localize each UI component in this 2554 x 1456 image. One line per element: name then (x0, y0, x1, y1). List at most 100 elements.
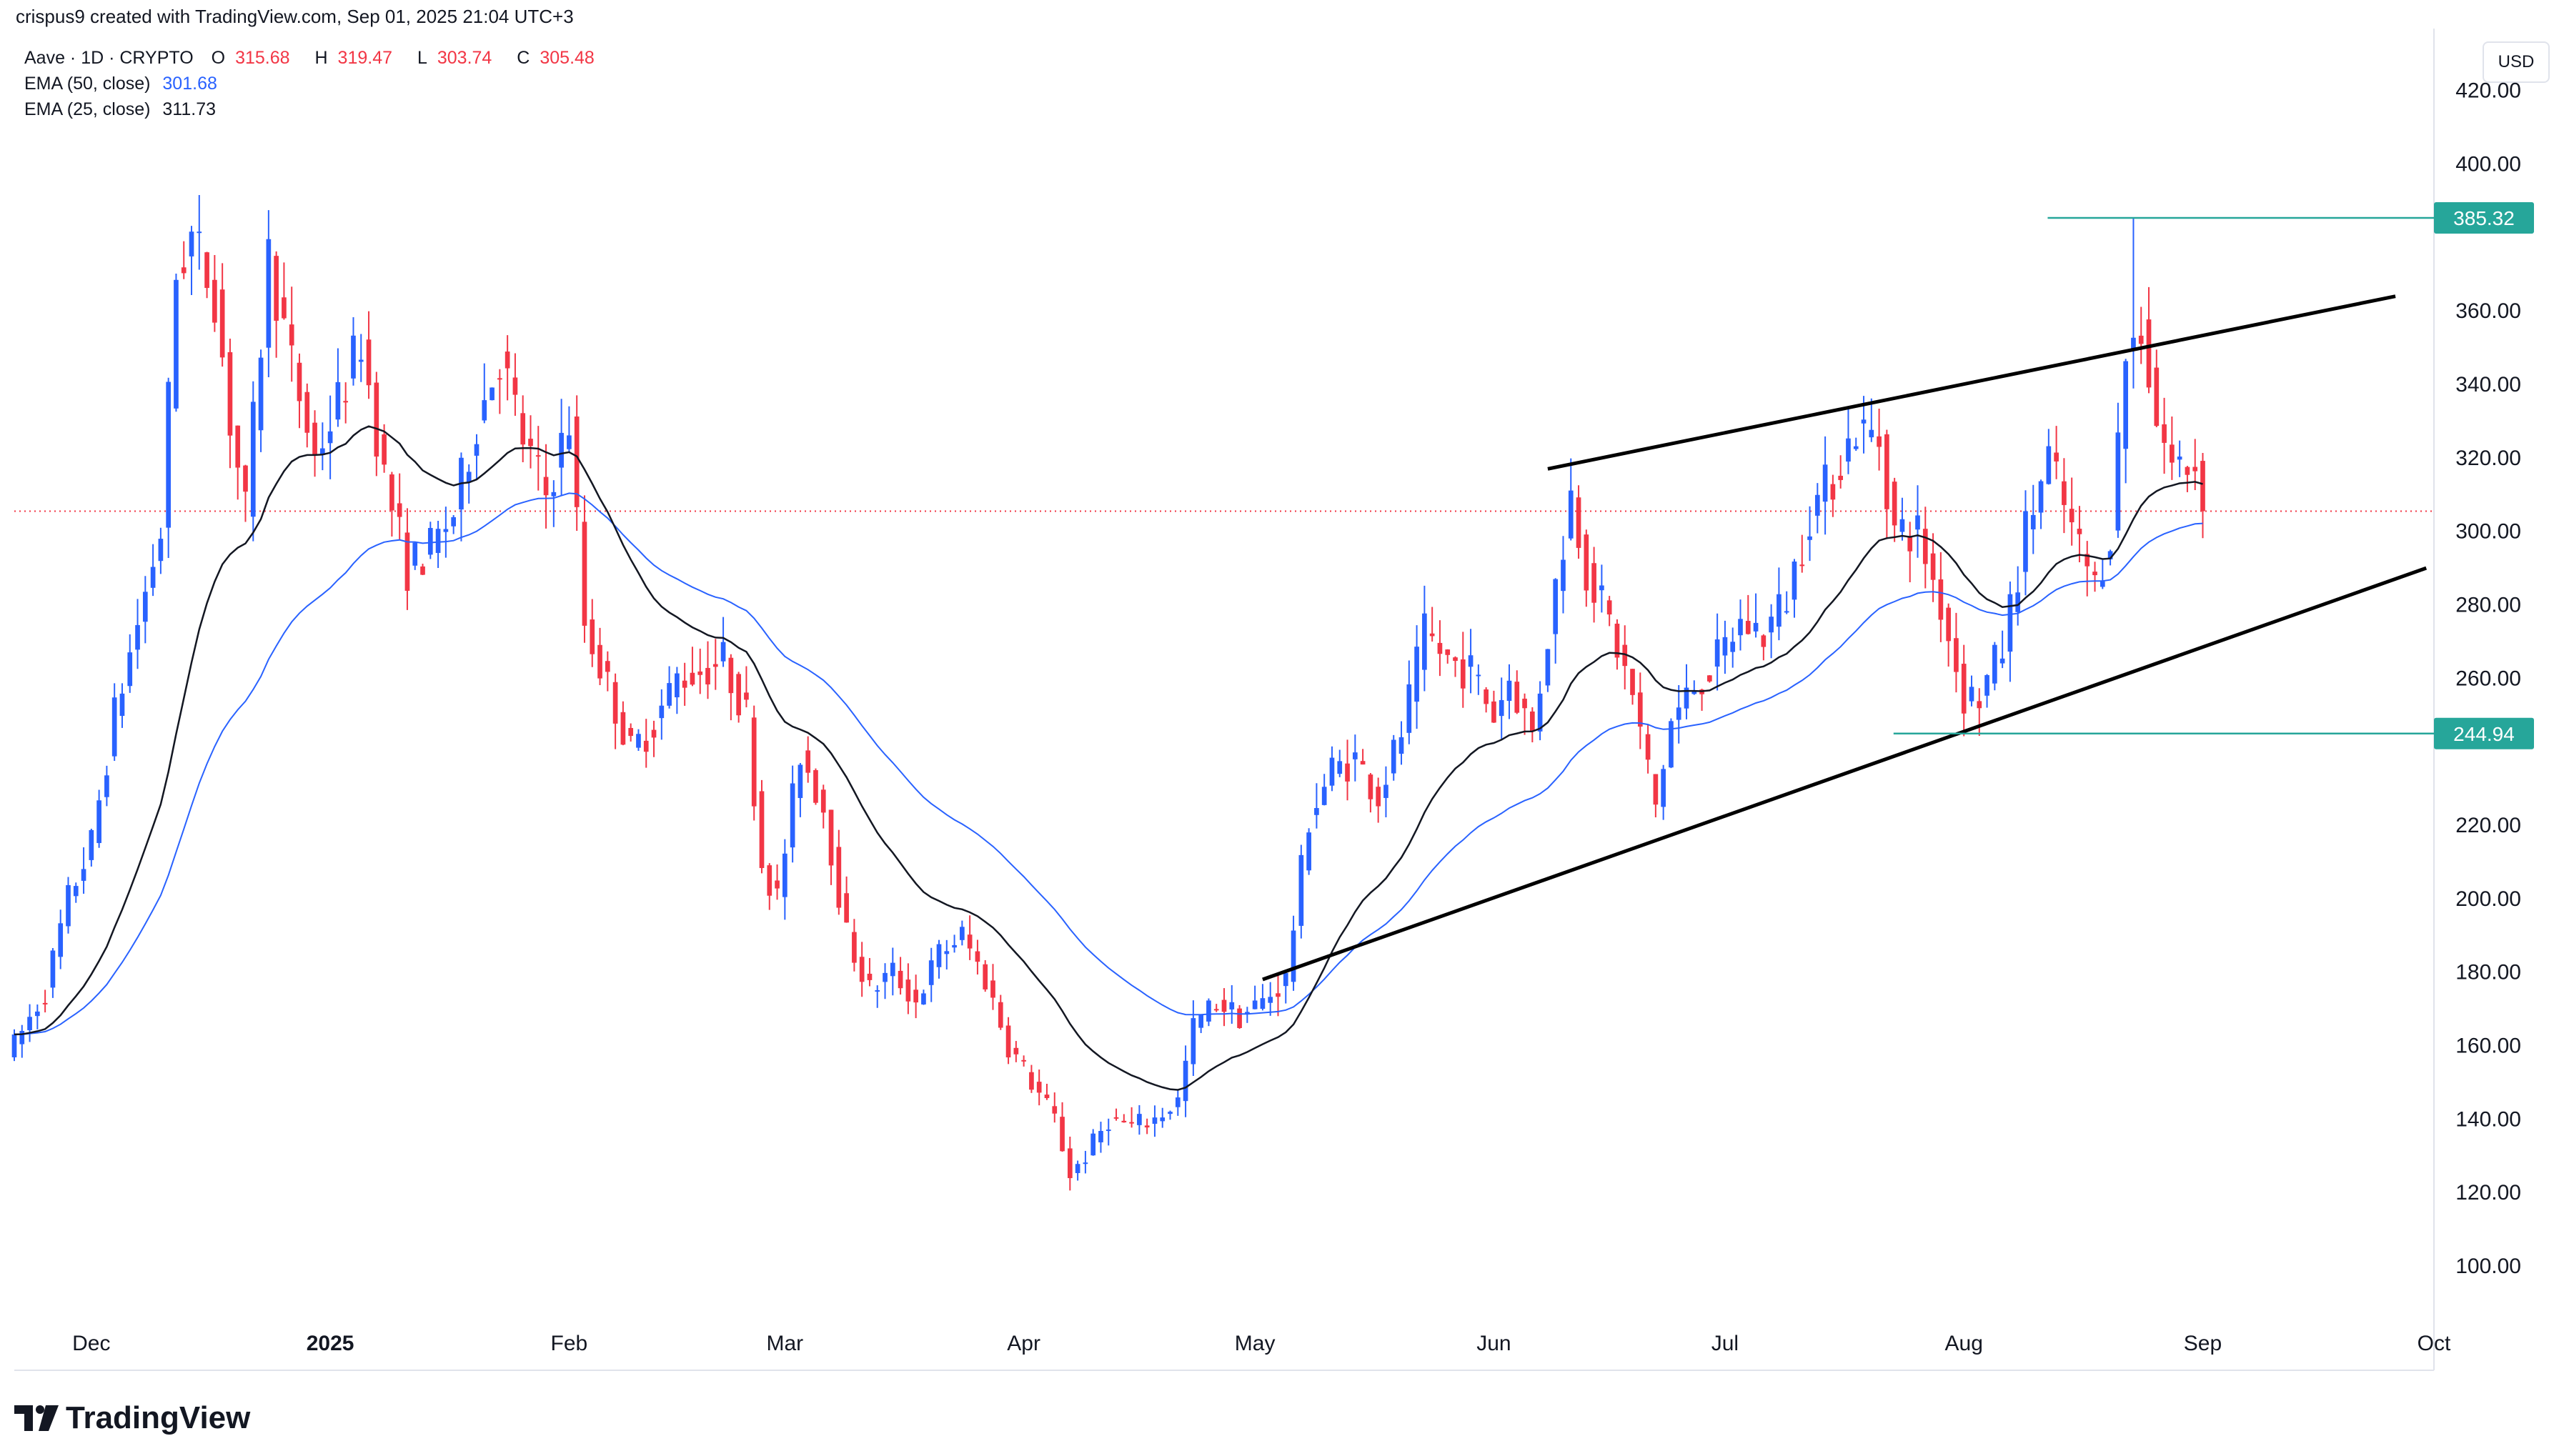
candle-body (404, 532, 410, 591)
candle-body (335, 382, 341, 420)
candle-body (2062, 481, 2067, 505)
candle-body (2085, 554, 2090, 567)
level-badge (2434, 717, 2534, 749)
candle-body (2115, 432, 2121, 531)
candle-body (1291, 930, 1296, 982)
y-tick-label: 180.00 (2455, 961, 2521, 984)
time-axis-labels[interactable]: Dec 2025 Feb Mar Apr May Jun Jul Aug Sep Oct (72, 1332, 2451, 1355)
candle-body (1938, 579, 1944, 620)
candle-body (189, 231, 194, 256)
candle-body (1999, 658, 2005, 664)
attribution-text: crispus9 created with TradingView.com, S… (16, 6, 574, 27)
candle-body (690, 672, 695, 685)
candle-body (1807, 536, 1812, 540)
candle-body (659, 705, 665, 719)
candle-body (1977, 701, 1982, 709)
candle-body (1606, 600, 1612, 615)
candle-body (2146, 319, 2152, 388)
candle-body (96, 800, 101, 844)
price-chart[interactable]: 385.32 244.94 100.00 120.00 140.00 160.00 180… (0, 0, 2554, 1372)
candle-body (1414, 647, 1419, 702)
candle-body (11, 1034, 17, 1057)
ohlc-high-label: H (314, 48, 328, 68)
candle-body (2054, 452, 2059, 462)
candle-body (767, 865, 772, 896)
candle-body (1784, 611, 1789, 613)
candles-layer (11, 194, 2205, 1191)
candle-body (435, 529, 441, 553)
candle-body (1584, 534, 1589, 591)
candle-body (852, 932, 857, 963)
currency-button[interactable]: USD (2483, 41, 2550, 83)
candle-body (289, 324, 294, 346)
candle-body (1537, 693, 1543, 732)
candle-body (1105, 1130, 1111, 1132)
candle-body (1090, 1133, 1096, 1156)
candle-body (744, 692, 749, 700)
candle-body (1954, 638, 1959, 672)
trendline-layer[interactable] (1262, 294, 2428, 982)
candle-body (351, 335, 356, 379)
candle-body (474, 444, 480, 456)
brand-name: TradingView (66, 1400, 251, 1435)
candle-body (759, 791, 765, 869)
candle-body (1691, 691, 1697, 694)
candle-body (1738, 619, 1743, 636)
candle-body (1814, 494, 1820, 516)
candle-body (1137, 1114, 1142, 1125)
candle-body (1005, 1025, 1011, 1058)
ema25-label: EMA (25, close) (24, 99, 151, 119)
x-tick-label: Feb (551, 1332, 588, 1355)
candle-body (111, 697, 117, 757)
ohlc-open-value: 315.68 (235, 48, 290, 68)
lower-trendline (1262, 566, 2428, 982)
candle-body (1276, 993, 1281, 997)
candle-body (1067, 1148, 1073, 1179)
candle-body (27, 1017, 32, 1031)
candle-body (1260, 998, 1266, 1009)
candle-body (1321, 787, 1327, 805)
candle-body (1506, 680, 1512, 702)
candle-body (1298, 854, 1304, 926)
candle-body (1168, 1112, 1173, 1115)
candle-body (1221, 999, 1227, 1012)
x-tick-label: Sep (2184, 1332, 2222, 1355)
candle-body (1013, 1047, 1019, 1054)
candle-body (135, 624, 140, 650)
candle-body (512, 377, 518, 395)
candle-body (1869, 429, 1874, 438)
candle-body (1922, 529, 1928, 564)
x-tick-label: 2025 (307, 1332, 354, 1355)
candle-body (1144, 1125, 1150, 1128)
levels-layer: 385.32 244.94 (1893, 202, 2534, 749)
candle-body (905, 979, 911, 1002)
price-axis-labels[interactable]: 100.00 120.00 140.00 160.00 180.00 200.00 220.… (2455, 79, 2521, 1278)
candle-body (651, 729, 657, 738)
candle-body (805, 750, 811, 773)
candle-body (374, 382, 379, 457)
candle-body (590, 619, 595, 654)
ema25-legend[interactable]: EMA (25, close) 311.73 (24, 97, 216, 121)
candle-body (2069, 509, 2074, 523)
candle-body (844, 893, 849, 923)
tradingview-brand[interactable]: TradingView (14, 1400, 250, 1436)
candle-body (1198, 1014, 1203, 1028)
candle-body (813, 769, 818, 803)
candle-body (1669, 721, 1674, 768)
y-tick-label: 140.00 (2455, 1107, 2521, 1131)
candle-body (1314, 808, 1319, 815)
candle-body (1614, 623, 1620, 658)
candle-body (142, 592, 148, 622)
candle-body (1360, 761, 1366, 765)
x-tick-label: Jun (1476, 1332, 1511, 1355)
candle-body (1398, 737, 1404, 754)
symbol-name[interactable]: Aave · 1D · CRYPTO (24, 48, 194, 68)
candle-body (204, 252, 209, 289)
candle-body (1437, 642, 1443, 654)
candle-body (282, 297, 287, 319)
y-tick-label: 280.00 (2455, 594, 2521, 617)
ema50-label: EMA (50, close) (24, 74, 151, 94)
y-tick-label: 200.00 (2455, 887, 2521, 911)
ema50-legend[interactable]: EMA (50, close) 301.68 (24, 71, 217, 96)
candle-body (327, 431, 333, 444)
